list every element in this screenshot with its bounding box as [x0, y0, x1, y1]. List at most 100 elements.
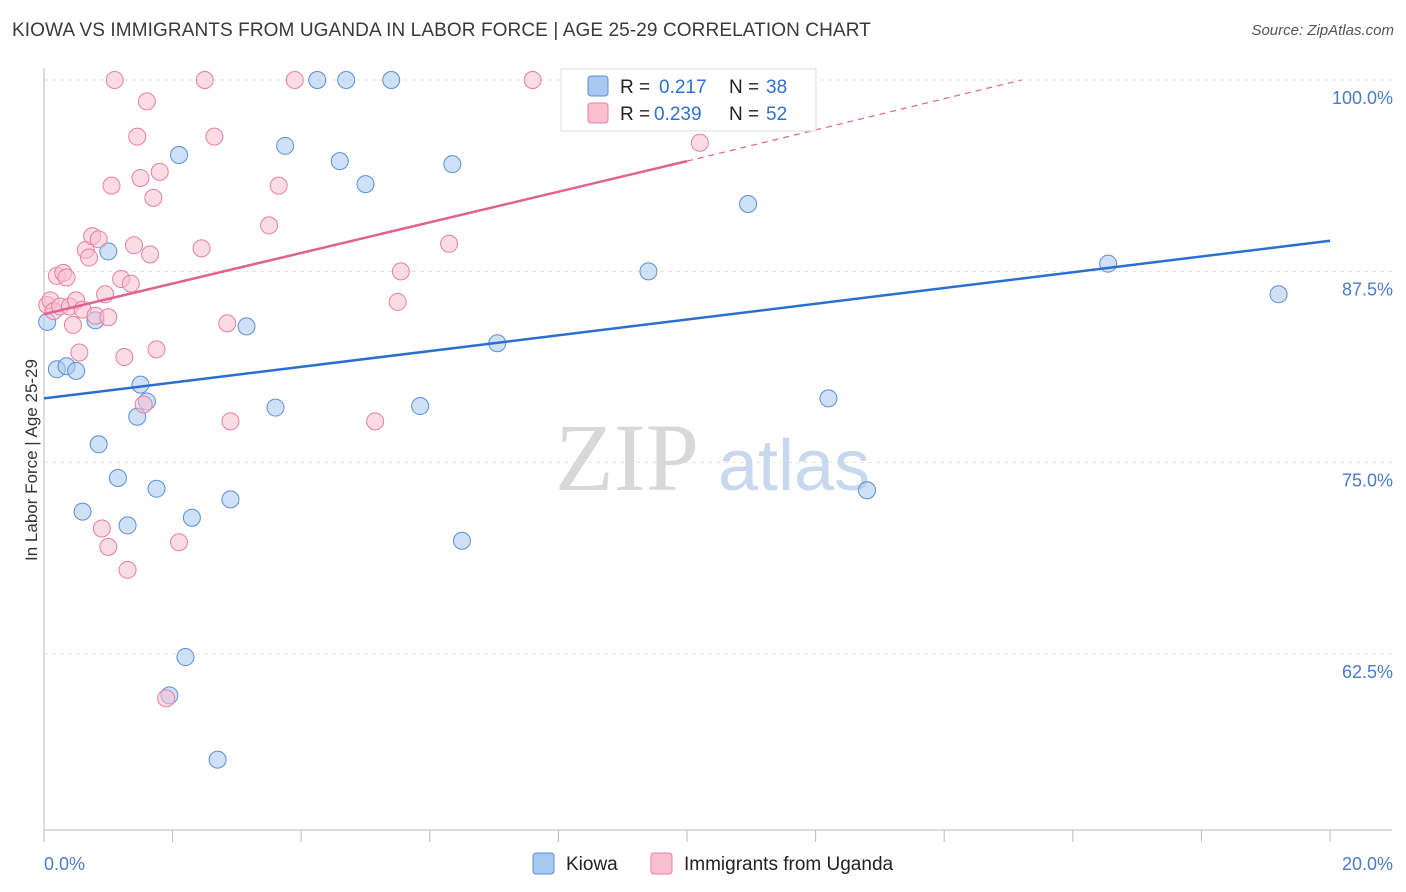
- x-tick-labels: 0.0% 20.0%: [44, 854, 1393, 874]
- point-kiowa-15: [170, 146, 189, 165]
- legend-r-value-kiowa: 0.217: [659, 77, 707, 98]
- point-uganda-43: [269, 176, 288, 195]
- bottom-legend-swatch-uganda: [650, 852, 673, 875]
- point-kiowa-32: [639, 262, 658, 281]
- point-kiowa-8: [108, 468, 127, 487]
- y-tick-label-0: 100.0%: [1332, 88, 1393, 108]
- point-kiowa-23: [308, 71, 327, 89]
- point-uganda-19: [99, 537, 118, 556]
- point-kiowa-16: [176, 648, 195, 667]
- point-uganda-48: [440, 234, 459, 253]
- point-uganda-45: [366, 412, 385, 431]
- point-uganda-51: [99, 308, 118, 327]
- point-uganda-47: [391, 262, 410, 281]
- point-uganda-49: [523, 71, 542, 89]
- point-uganda-24: [118, 560, 137, 579]
- point-uganda-41: [221, 412, 240, 431]
- point-kiowa-26: [356, 175, 375, 194]
- point-uganda-30: [137, 92, 156, 111]
- legend: R = 0.217 N = 38 R = 0.239 N = 52: [560, 68, 817, 132]
- trend-extension-uganda: [686, 79, 1022, 162]
- point-uganda-42: [260, 216, 279, 235]
- trend-lines: [43, 79, 1331, 400]
- point-kiowa-22: [276, 136, 295, 155]
- point-uganda-38: [195, 71, 214, 89]
- point-kiowa-4: [73, 502, 92, 521]
- point-kiowa-34: [819, 389, 838, 408]
- point-uganda-32: [144, 188, 163, 207]
- point-kiowa-25: [337, 71, 356, 89]
- legend-swatch-kiowa: [587, 75, 609, 97]
- point-uganda-28: [131, 168, 150, 187]
- y-tick-labels: 100.0% 87.5% 75.0% 62.5%: [1332, 88, 1393, 682]
- bottom-legend-label-kiowa: Kiowa: [566, 854, 618, 875]
- point-uganda-10: [70, 343, 89, 362]
- axes: [43, 68, 1392, 842]
- legend-r-label-kiowa: R =: [620, 77, 650, 98]
- legend-r-value-uganda: 0.239: [654, 104, 702, 125]
- y-tick-label-3: 62.5%: [1342, 662, 1393, 682]
- trend-line-uganda: [43, 159, 688, 316]
- point-uganda-39: [205, 127, 224, 146]
- legend-n-label-kiowa: N =: [729, 77, 759, 98]
- y-tick-label-2: 75.0%: [1342, 471, 1393, 491]
- point-uganda-37: [192, 239, 211, 258]
- chart-title: KIOWA VS IMMIGRANTS FROM UGANDA IN LABOR…: [12, 20, 871, 41]
- point-kiowa-27: [382, 71, 401, 89]
- bottom-legend-swatch-kiowa: [532, 852, 555, 875]
- point-uganda-29: [134, 395, 153, 414]
- point-uganda-25: [121, 274, 140, 293]
- point-uganda-50: [690, 133, 709, 152]
- point-uganda-6: [57, 268, 76, 287]
- data-points: [38, 71, 1288, 769]
- point-kiowa-3: [67, 361, 86, 380]
- point-uganda-21: [105, 71, 124, 89]
- point-uganda-26: [125, 236, 144, 255]
- point-uganda-36: [170, 533, 189, 552]
- bottom-legend: Kiowa Immigrants from Uganda: [532, 852, 894, 875]
- source-credit: Source: ZipAtlas.com: [1251, 22, 1394, 39]
- point-kiowa-33: [739, 194, 758, 213]
- point-uganda-23: [115, 348, 134, 367]
- legend-n-label-uganda: N =: [729, 104, 759, 125]
- point-kiowa-9: [118, 516, 137, 535]
- x-tick-label-1: 20.0%: [1342, 854, 1393, 874]
- point-uganda-16: [89, 230, 108, 249]
- point-uganda-13: [80, 248, 99, 267]
- point-uganda-40: [218, 314, 237, 333]
- point-kiowa-30: [452, 531, 471, 550]
- point-kiowa-29: [443, 155, 462, 174]
- point-uganda-17: [92, 519, 111, 538]
- point-kiowa-20: [237, 317, 256, 336]
- legend-r-label-uganda: R =: [620, 104, 650, 125]
- point-uganda-8: [63, 315, 82, 334]
- point-uganda-33: [147, 340, 166, 359]
- point-uganda-20: [102, 176, 121, 195]
- gridlines: [44, 79, 1392, 655]
- x-tick-label-0: 0.0%: [44, 854, 85, 874]
- legend-swatch-uganda: [587, 102, 609, 124]
- point-kiowa-37: [1269, 285, 1288, 304]
- point-uganda-46: [388, 292, 407, 311]
- point-kiowa-35: [858, 481, 877, 500]
- point-kiowa-17: [182, 508, 201, 527]
- point-uganda-27: [128, 127, 147, 146]
- y-tick-label-1: 87.5%: [1342, 279, 1393, 299]
- watermark-zip: ZIP: [555, 404, 699, 511]
- point-kiowa-19: [221, 490, 240, 509]
- point-uganda-31: [141, 245, 160, 264]
- point-kiowa-13: [147, 479, 166, 498]
- bottom-legend-label-uganda: Immigrants from Uganda: [684, 854, 894, 875]
- legend-n-value-kiowa: 38: [766, 77, 787, 98]
- point-kiowa-21: [266, 398, 285, 417]
- watermark-atlas: atlas: [718, 426, 870, 506]
- trend-line-kiowa: [43, 239, 1331, 400]
- point-kiowa-7: [99, 242, 118, 261]
- point-uganda-35: [157, 689, 176, 708]
- point-kiowa-28: [411, 397, 430, 416]
- legend-n-value-uganda: 52: [766, 104, 787, 125]
- point-kiowa-24: [330, 152, 349, 171]
- point-uganda-44: [285, 71, 304, 89]
- point-uganda-34: [150, 162, 169, 181]
